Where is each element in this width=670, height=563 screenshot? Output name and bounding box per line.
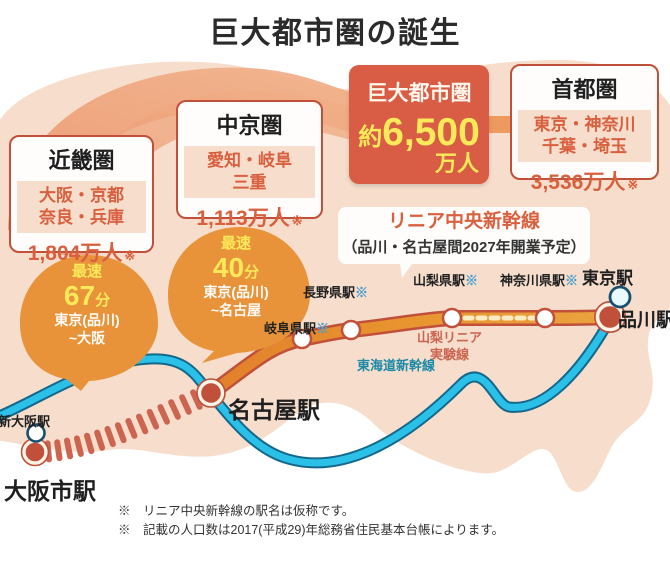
svg-text:百科: 百科: [72, 529, 106, 549]
svg-text:Baidu: Baidu: [6, 529, 59, 550]
